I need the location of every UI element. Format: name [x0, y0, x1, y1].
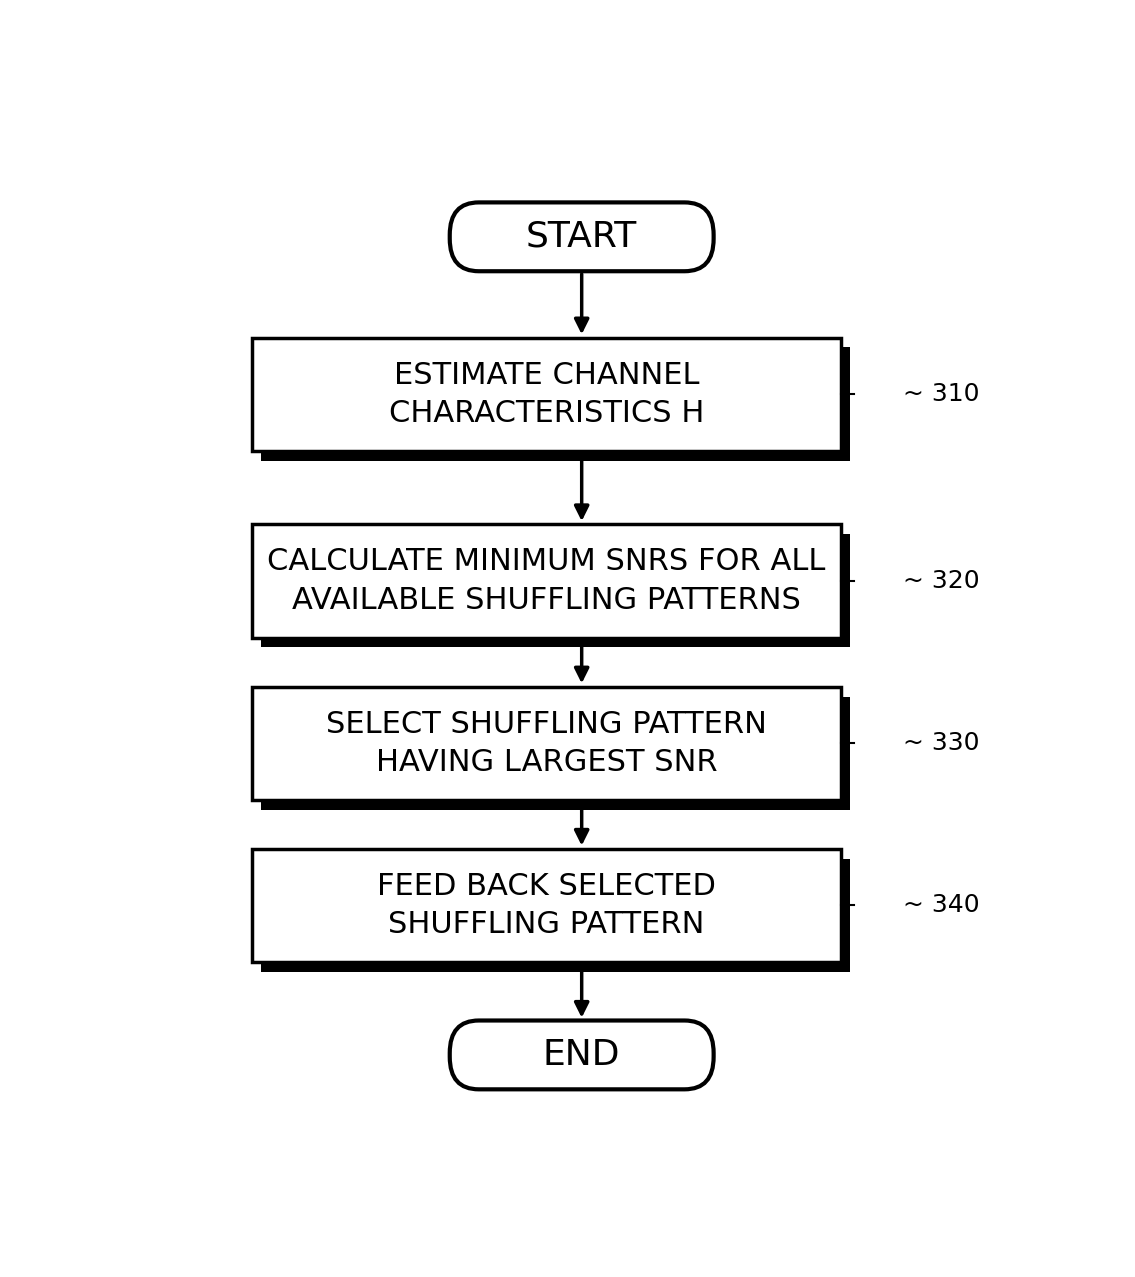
Text: END: END — [543, 1038, 621, 1071]
Text: ~ 340: ~ 340 — [902, 894, 980, 917]
FancyBboxPatch shape — [449, 1020, 714, 1089]
Bar — [252, 849, 841, 962]
Bar — [261, 696, 850, 810]
Text: ESTIMATE CHANNEL
CHARACTERISTICS H: ESTIMATE CHANNEL CHARACTERISTICS H — [389, 360, 704, 428]
Text: FEED BACK SELECTED
SHUFFLING PATTERN: FEED BACK SELECTED SHUFFLING PATTERN — [377, 872, 716, 939]
Bar — [261, 534, 850, 647]
FancyBboxPatch shape — [449, 203, 714, 271]
Bar — [261, 347, 850, 461]
Bar — [261, 858, 850, 972]
Text: ~ 320: ~ 320 — [902, 570, 980, 593]
Bar — [252, 687, 841, 799]
Text: CALCULATE MINIMUM SNRS FOR ALL
AVAILABLE SHUFFLING PATTERNS: CALCULATE MINIMUM SNRS FOR ALL AVAILABLE… — [268, 548, 825, 614]
Text: SELECT SHUFFLING PATTERN
HAVING LARGEST SNR: SELECT SHUFFLING PATTERN HAVING LARGEST … — [326, 710, 767, 776]
Text: ~ 330: ~ 330 — [902, 732, 980, 755]
Text: START: START — [526, 220, 638, 254]
Bar — [252, 525, 841, 637]
Bar — [252, 337, 841, 451]
Text: ~ 310: ~ 310 — [902, 382, 980, 406]
